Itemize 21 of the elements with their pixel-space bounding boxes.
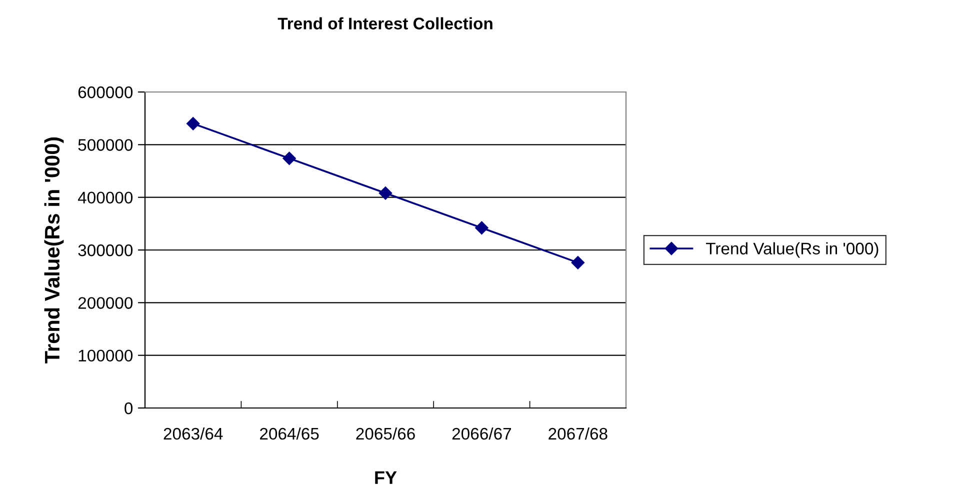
y-tick-label: 200000	[78, 297, 133, 309]
y-tick-label: 400000	[78, 192, 133, 204]
point	[475, 221, 488, 234]
x-axis-title: FY	[375, 471, 397, 484]
x-tick-label: 2066/67	[452, 427, 511, 440]
point	[282, 152, 296, 165]
y-tick-label: 500000	[78, 139, 133, 151]
y-tick-label: 300000	[78, 244, 133, 256]
y-tick-label: 600000	[78, 86, 133, 98]
x-tick-label: 2067/68	[548, 427, 608, 440]
point	[186, 117, 200, 130]
y-tick-label: 0	[124, 402, 133, 414]
x-tick-label: 2063/64	[164, 427, 223, 440]
x-tick-label: 2065/66	[356, 427, 415, 440]
chart-title: Trend of Interest Collection	[278, 17, 492, 30]
y-tick-label: 100000	[78, 350, 133, 362]
point	[378, 186, 392, 200]
legend-label: Trend Value(Rs in '000)	[706, 242, 878, 258]
y-axis-title: Trend Value(Rs in '000)	[44, 137, 64, 364]
point	[571, 256, 584, 270]
x-tick-label: 2064/65	[260, 427, 319, 440]
